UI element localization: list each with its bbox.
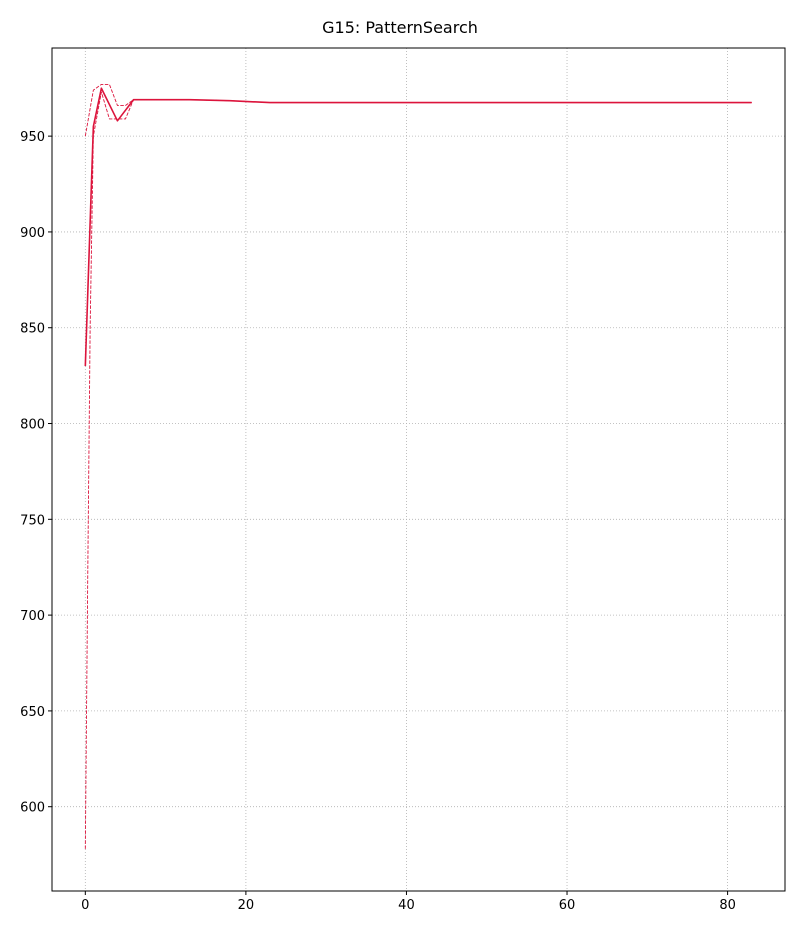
grid — [52, 48, 785, 891]
axes: 0 20 40 60 80 600 650 700 750 800 850 900 950 — [20, 130, 736, 913]
series-group — [84, 83, 752, 849]
y-tick-label: 800 — [20, 418, 45, 433]
x-tick-label: 0 — [81, 898, 89, 913]
x-tick-label: 80 — [719, 898, 736, 913]
series-line-dashed-upper — [84, 83, 752, 137]
x-tick-label: 60 — [559, 898, 576, 913]
y-tick-label: 600 — [20, 801, 45, 816]
x-tick-label: 20 — [238, 898, 255, 913]
y-tick-label: 700 — [20, 609, 45, 624]
series-line-dashed-lower — [84, 91, 752, 849]
y-tick-label: 900 — [20, 226, 45, 241]
series-line-solid — [84, 87, 752, 367]
y-tick-label: 850 — [20, 322, 45, 337]
chart-title: G15: PatternSearch — [322, 18, 478, 37]
y-tick-label: 950 — [20, 130, 45, 145]
x-tick-label: 40 — [398, 898, 415, 913]
y-tick-label: 650 — [20, 705, 45, 720]
plot-frame — [51, 47, 786, 892]
y-tick-label: 750 — [20, 513, 45, 528]
